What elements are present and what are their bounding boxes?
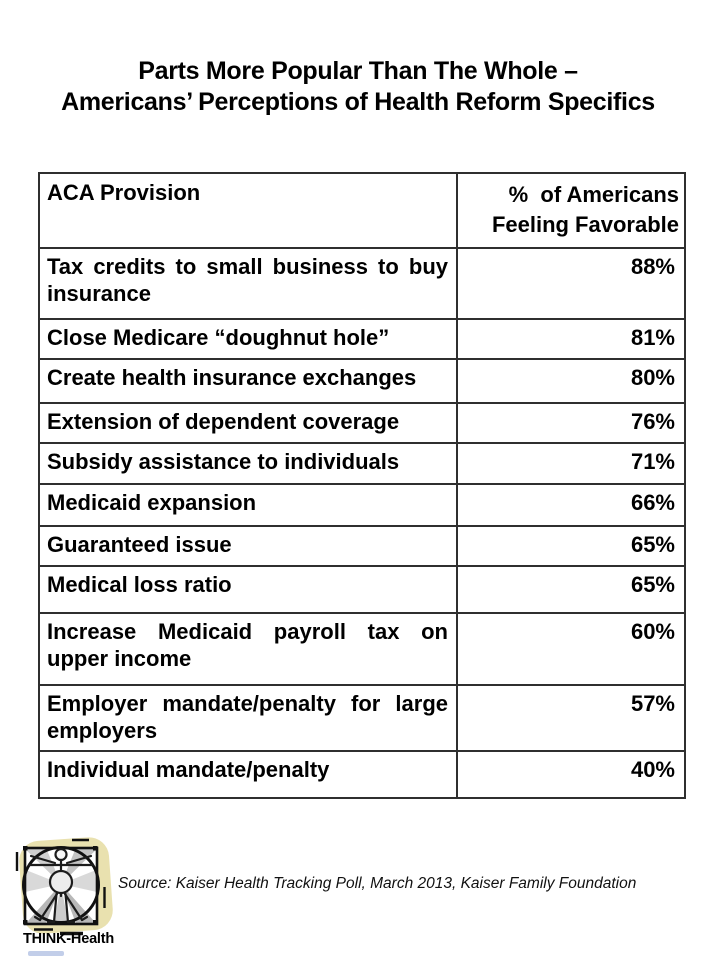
table-row: Create health insurance exchanges 80% <box>38 358 686 404</box>
aca-provisions-table: ACA Provision % of Americans Feeling Fav… <box>38 172 686 799</box>
provision-cell: Increase Medicaid payroll tax on upper i… <box>38 612 458 686</box>
table-row: Increase Medicaid payroll tax on upper i… <box>38 612 686 686</box>
table-row: Extension of dependent coverage 76% <box>38 402 686 444</box>
percent-cell: 65% <box>456 525 686 567</box>
table-row: Tax credits to small business to buy ins… <box>38 247 686 320</box>
header-percent-favorable-line1: % of Americans <box>508 182 679 207</box>
percent-cell: 88% <box>456 247 686 320</box>
provision-cell: Subsidy assistance to individuals <box>38 442 458 485</box>
header-percent-favorable-line2: Feeling Favorable <box>491 212 679 237</box>
percent-cell: 57% <box>456 684 686 752</box>
header-percent-favorable: % of Americans Feeling Favorable <box>456 172 686 249</box>
percent-cell: 40% <box>456 750 686 799</box>
provision-cell: Individual mandate/penalty <box>38 750 458 799</box>
percent-cell: 65% <box>456 565 686 614</box>
page-title: Parts More Popular Than The Whole – Amer… <box>8 56 708 118</box>
provision-cell: Tax credits to small business to buy ins… <box>38 247 458 320</box>
percent-cell: 60% <box>456 612 686 686</box>
percent-cell: 76% <box>456 402 686 444</box>
provision-cell: Employer mandate/penalty for large emplo… <box>38 684 458 752</box>
table-row: Guaranteed issue 65% <box>38 525 686 567</box>
table-row: Close Medicare “doughnut hole” 81% <box>38 318 686 360</box>
table-row: Employer mandate/penalty for large emplo… <box>38 684 686 752</box>
provision-cell: Close Medicare “doughnut hole” <box>38 318 458 360</box>
provision-cell: Medical loss ratio <box>38 565 458 614</box>
percent-cell: 81% <box>456 318 686 360</box>
provision-cell: Medicaid expansion <box>38 483 458 527</box>
cutoff-text-smudge <box>28 951 64 956</box>
provision-cell: Extension of dependent coverage <box>38 402 458 444</box>
percent-cell: 66% <box>456 483 686 527</box>
page-title-line2: Americans’ Perceptions of Health Reform … <box>61 88 655 116</box>
table-row: Medical loss ratio 65% <box>38 565 686 614</box>
percent-cell: 80% <box>456 358 686 404</box>
aca-provisions-table-wrap: ACA Provision % of Americans Feeling Fav… <box>38 172 686 799</box>
table-row: Individual mandate/penalty 40% <box>38 750 686 799</box>
think-health-logo vitruvian-man-icon <box>15 837 113 936</box>
page-title-line1: Parts More Popular Than The Whole – <box>138 57 578 85</box>
provision-cell: Create health insurance exchanges <box>38 358 458 404</box>
source-citation: Source: Kaiser Health Tracking Poll, Mar… <box>118 875 637 892</box>
table-row: Subsidy assistance to individuals 71% <box>38 442 686 485</box>
provision-cell: Guaranteed issue <box>38 525 458 567</box>
percent-cell: 71% <box>456 442 686 485</box>
table-header-row: ACA Provision % of Americans Feeling Fav… <box>38 172 686 249</box>
logo-label: THINK-Health <box>23 931 115 947</box>
header-aca-provision: ACA Provision <box>38 172 458 249</box>
table-row: Medicaid expansion 66% <box>38 483 686 527</box>
